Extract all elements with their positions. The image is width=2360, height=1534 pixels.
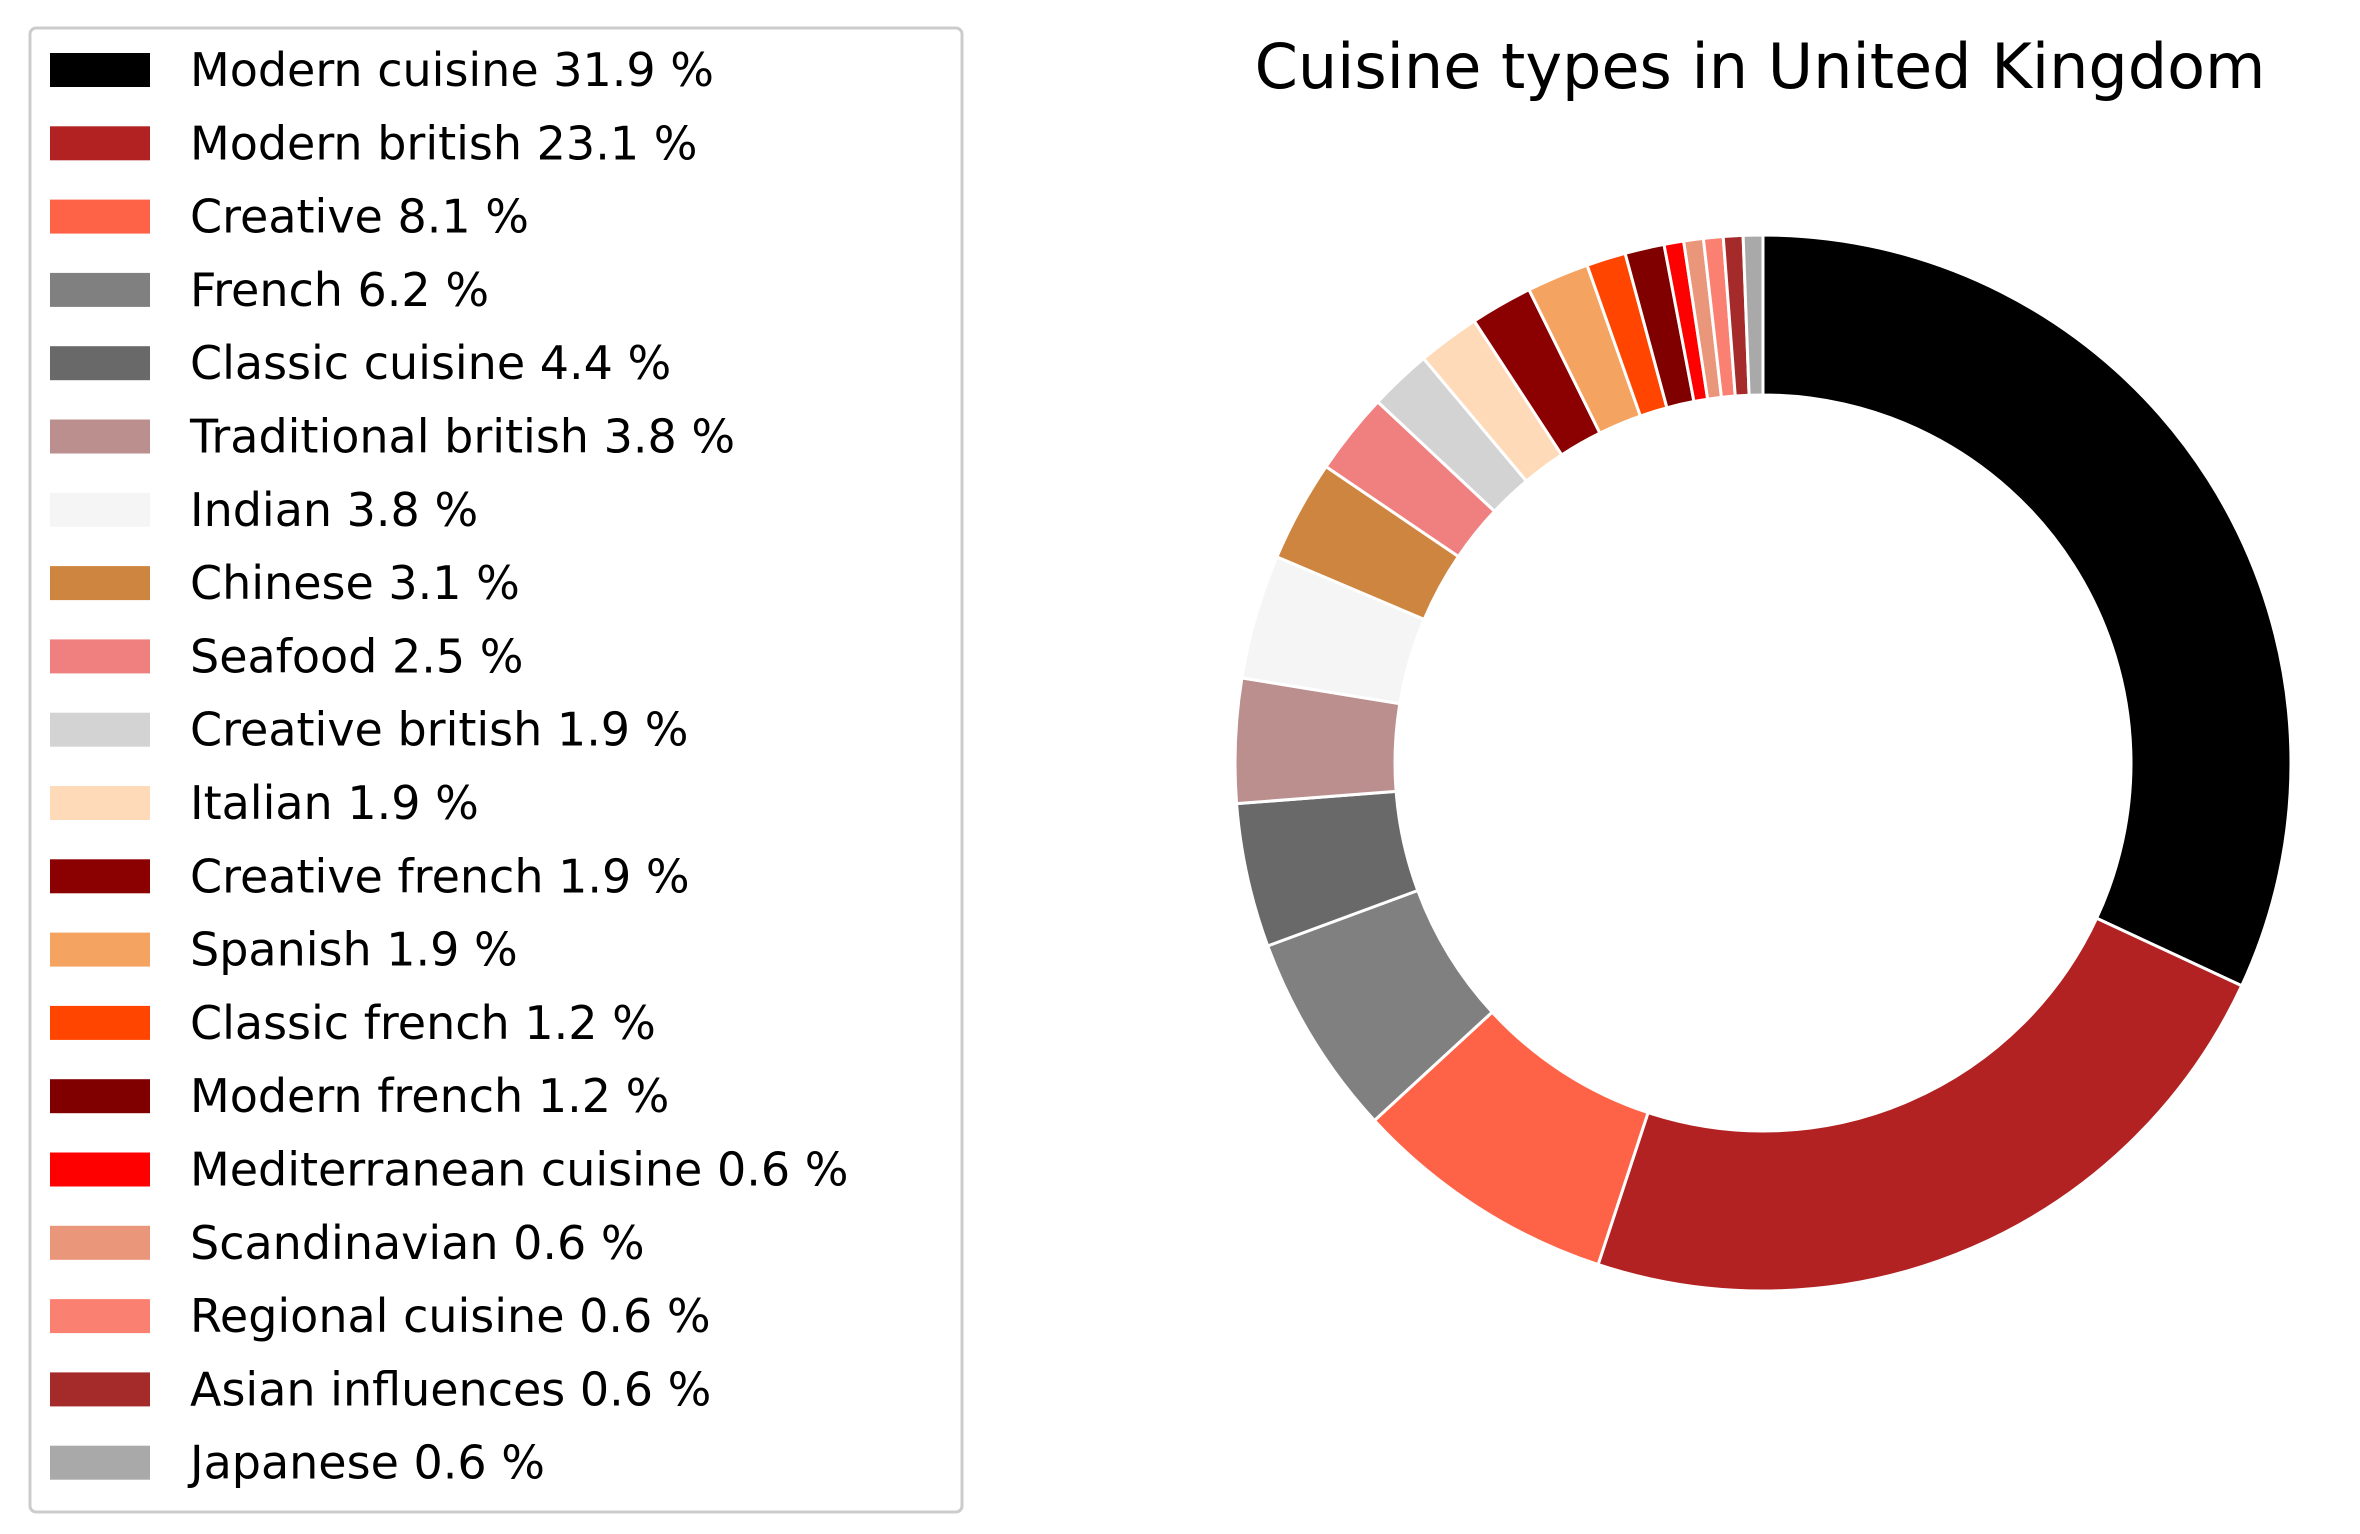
donut-ring	[1233, 233, 2293, 1293]
legend-swatch	[50, 566, 150, 601]
legend-label: Scandinavian 0.6 %	[190, 1216, 645, 1270]
legend-label: Italian 1.9 %	[190, 776, 479, 830]
legend-swatch	[50, 1445, 150, 1480]
legend-swatch	[50, 346, 150, 381]
legend-label: Creative french 1.9 %	[190, 849, 690, 903]
legend-label: Modern french 1.2 %	[190, 1069, 669, 1123]
legend-label: French 6.2 %	[190, 263, 489, 317]
legend-swatch	[50, 126, 150, 161]
legend-swatch	[50, 53, 150, 87]
donut-slice	[1741, 233, 1765, 397]
legend-label: Modern british 23.1 %	[190, 116, 697, 170]
legend-label: Traditional british 3.8 %	[189, 410, 735, 464]
legend-label: Classic cuisine 4.4 %	[190, 336, 671, 390]
legend-label: Asian influences 0.6 %	[190, 1362, 711, 1416]
legend-label: Chinese 3.1 %	[190, 556, 520, 610]
legend-swatch	[50, 639, 150, 674]
legend-label: Mediterranean cuisine 0.6 %	[190, 1143, 848, 1197]
legend-swatch	[50, 1299, 150, 1334]
legend-swatch	[50, 1079, 150, 1114]
legend-swatch	[50, 1152, 150, 1187]
donut-slice	[1596, 916, 2244, 1293]
legend-swatch	[50, 1225, 150, 1260]
chart-title: Cuisine types in United Kingdom	[1255, 30, 2266, 103]
legend-swatch	[50, 932, 150, 967]
legend-label: Classic french 1.2 %	[190, 996, 656, 1050]
legend-label: Creative british 1.9 %	[190, 703, 688, 757]
legend-label: Modern cuisine 31.9 %	[190, 43, 714, 97]
legend-label: Creative 8.1 %	[190, 190, 529, 244]
legend: Modern cuisine 31.9 % Modern british 23.1…	[50, 43, 848, 1490]
legend-label: Indian 3.8 %	[190, 483, 478, 537]
legend-label: Spanish 1.9 %	[190, 923, 518, 977]
legend-swatch	[50, 272, 150, 307]
legend-swatch	[50, 419, 150, 454]
legend-swatch	[50, 712, 150, 747]
legend-label: Seafood 2.5 %	[190, 629, 523, 683]
legend-swatch	[50, 859, 150, 894]
legend-swatch	[50, 786, 150, 820]
legend-frame	[28, 26, 964, 1514]
legend-swatch	[50, 1005, 150, 1040]
legend-swatch	[50, 492, 150, 527]
legend-swatch	[50, 1372, 150, 1407]
legend-label: Regional cuisine 0.6 %	[190, 1289, 711, 1343]
legend-swatch	[50, 199, 150, 234]
legend-label: Japanese 0.6 %	[187, 1436, 545, 1490]
donut-slice	[1761, 233, 2293, 988]
